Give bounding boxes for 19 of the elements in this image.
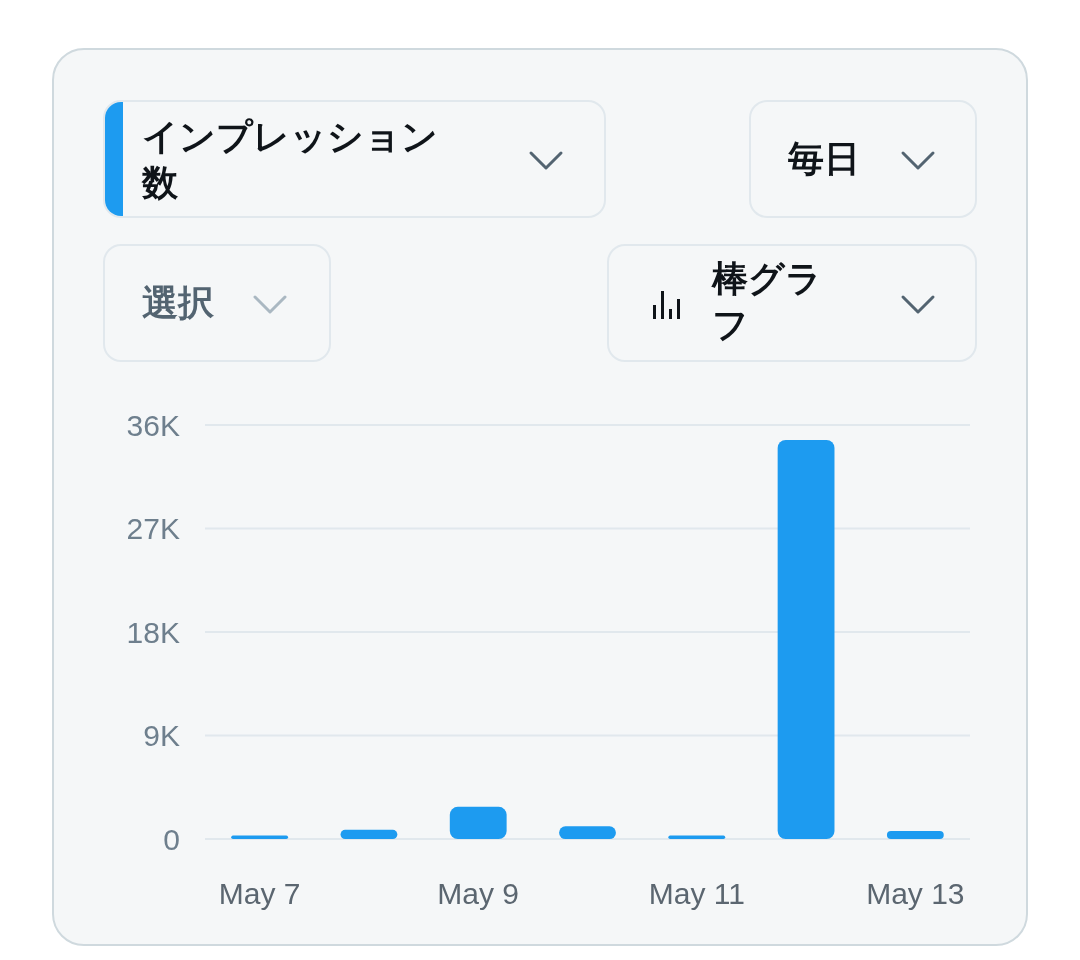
bar — [559, 826, 616, 839]
y-tick-label: 27K — [126, 512, 180, 545]
x-tick-label: May 7 — [218, 876, 301, 910]
y-tick-label: 36K — [126, 408, 180, 442]
dropdown-menu: 選択 — [103, 244, 331, 362]
dropdown-menu: インプレッション数 — [103, 100, 606, 218]
y-tick-label: 0 — [163, 822, 180, 856]
bar — [340, 829, 398, 839]
x-tick-label: May 13 — [866, 876, 965, 910]
dropdown-menu: 棒グラフ — [607, 244, 977, 362]
y-tick-label: 18K — [126, 615, 180, 649]
bar — [777, 439, 835, 839]
chart-title: インプレッション数 — [142, 115, 439, 205]
bar — [449, 806, 507, 839]
dropdown-menu: 毎日 — [749, 100, 977, 218]
y-tick-label: 9K — [143, 719, 180, 752]
x-tick-label: May 9 — [437, 876, 520, 910]
bar — [886, 830, 944, 839]
x-tick-label: May 11 — [648, 876, 745, 910]
